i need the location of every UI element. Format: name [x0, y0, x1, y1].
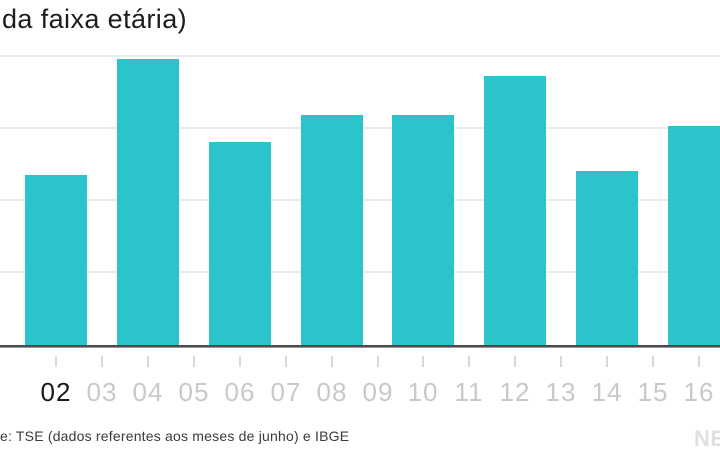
- chart-title: da faixa etária): [2, 4, 187, 34]
- bar-16: [668, 126, 720, 345]
- x-tick: [514, 356, 516, 367]
- x-tick-label-09: 09: [362, 377, 394, 407]
- x-tick: [331, 356, 333, 367]
- x-tick-label-05: 05: [178, 377, 210, 407]
- x-tick-label-12: 12: [499, 377, 531, 407]
- nexo-watermark-logo: NE: [694, 426, 720, 451]
- bar-12: [484, 76, 546, 345]
- x-tick-label-15: 15: [637, 377, 669, 407]
- x-tick: [468, 356, 470, 367]
- x-tick-label-11: 11: [454, 377, 484, 407]
- x-tick: [101, 356, 103, 367]
- x-tick: [193, 356, 195, 367]
- x-tick-label-14: 14: [591, 377, 623, 407]
- x-tick-label-04: 04: [132, 377, 164, 407]
- x-tick-label-07: 07: [270, 377, 302, 407]
- x-tick: [560, 356, 562, 367]
- gridline: [0, 55, 720, 57]
- bar-06: [209, 142, 271, 345]
- x-tick: [377, 356, 379, 367]
- x-tick: [652, 356, 654, 367]
- x-tick-label-13: 13: [545, 377, 577, 407]
- x-tick: [285, 356, 287, 367]
- bar-14: [576, 171, 638, 345]
- bar-04: [117, 59, 179, 345]
- x-tick-label-06: 06: [224, 377, 256, 407]
- source-credit: e: TSE (dados referentes aos meses de ju…: [0, 428, 350, 444]
- x-axis-line: [0, 345, 720, 348]
- x-tick: [422, 356, 424, 367]
- x-tick-label-08: 08: [316, 377, 348, 407]
- x-tick-label-03: 03: [86, 377, 118, 407]
- x-tick: [698, 356, 700, 367]
- x-tick-label-10: 10: [407, 377, 439, 407]
- x-tick: [606, 356, 608, 367]
- x-tick: [239, 356, 241, 367]
- bar-08: [301, 115, 363, 345]
- bar-10: [392, 115, 454, 345]
- x-tick-label-02: 02: [40, 377, 72, 407]
- x-tick-label-16: 16: [683, 377, 715, 407]
- x-tick: [55, 356, 57, 367]
- bar-02: [25, 175, 87, 345]
- x-tick: [147, 356, 149, 367]
